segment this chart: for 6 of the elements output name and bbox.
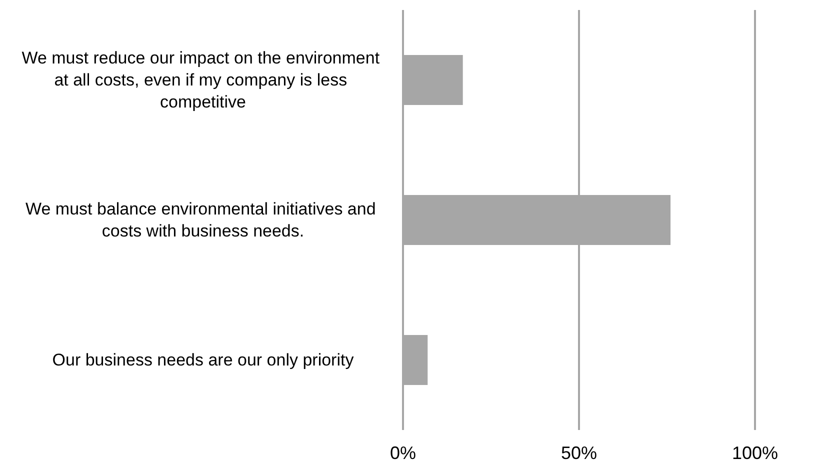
x-tick-label: 50% [560,443,598,463]
x-tick-label: 100% [732,443,778,463]
y-tick-label: We must reduce our impact on the environment at all costs, even if my company is less competitive [22,48,384,112]
y-tick-label: Our business needs are our only priority [52,350,354,370]
x-tick-label: 0% [390,443,416,463]
y-tick-label: We must balance environmental initiatives and costs with business needs. [26,200,380,240]
